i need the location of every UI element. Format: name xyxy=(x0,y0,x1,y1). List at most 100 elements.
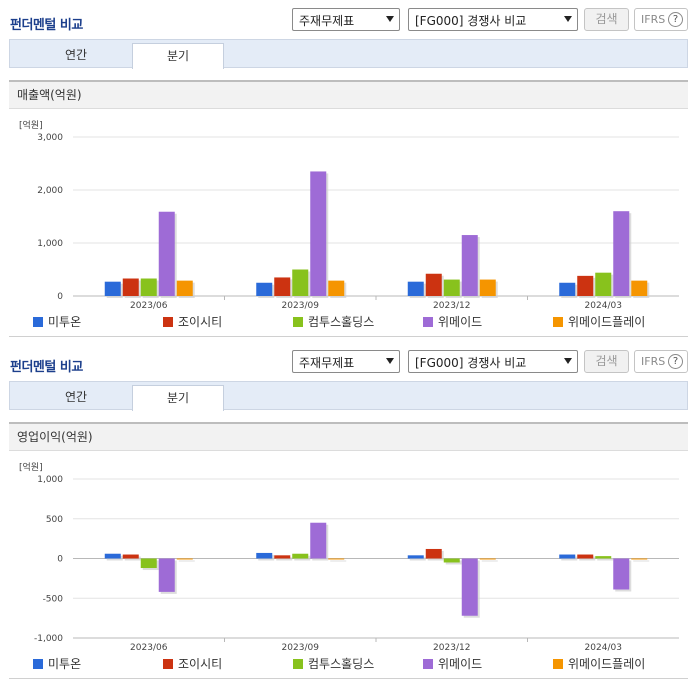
legend-item-com2us-holdings[interactable]: 컴투스홀딩스 xyxy=(293,313,374,330)
bar-com2us-holdings-2024-03 xyxy=(595,272,612,296)
x-tick-label: 2024/03 xyxy=(585,301,622,310)
legend-item-metoon[interactable]: 미투온 xyxy=(33,313,81,330)
bar-shadow xyxy=(633,560,650,562)
legend-item-joycity[interactable]: 조이시티 xyxy=(163,655,222,672)
y-unit-label: [억원] xyxy=(19,461,43,473)
bar-metoon-2024-03 xyxy=(559,554,576,559)
bar-shadow xyxy=(124,556,141,561)
statement-select[interactable]: 주재무제표 xyxy=(292,8,400,31)
compare-group-select[interactable]: [FG000] 경쟁사 비교 xyxy=(408,8,578,31)
bar-metoon-2023-06 xyxy=(104,281,121,296)
panel-title: 펀더멘털 비교 xyxy=(10,360,83,375)
bar-wemade-play-2024-03 xyxy=(631,280,648,296)
x-tick-label: 2023/06 xyxy=(130,643,168,652)
bar-com2us-holdings-2023-06 xyxy=(140,278,157,296)
tab-annual[interactable]: 연간 xyxy=(64,390,88,404)
legend-item-wemade-play[interactable]: 위메이드플레이 xyxy=(553,313,645,330)
bar-metoon-2023-12 xyxy=(407,281,424,296)
bar-wemade-play-2023-12 xyxy=(479,279,496,296)
period-tabs: 연간 분기 xyxy=(9,381,688,411)
legend-item-wemade[interactable]: 위메이드 xyxy=(423,313,482,330)
bar-wemade-2023-06 xyxy=(158,558,175,592)
bar-joycity-2023-06 xyxy=(122,278,139,296)
legend-label: 위메이드 xyxy=(438,315,483,329)
y-tick-label: 500 xyxy=(46,515,63,525)
bar-shadow xyxy=(178,560,195,562)
legend-item-com2us-holdings[interactable]: 컴투스홀딩스 xyxy=(293,655,374,672)
divider xyxy=(9,678,688,679)
bar-shadow xyxy=(409,557,426,561)
fundamental-panel-revenue: 펀더멘털 비교 주재무제표 [FG000] 경쟁사 비교 검색 IFRS ? 연… xyxy=(9,8,688,337)
bar-metoon-2023-06 xyxy=(104,553,121,559)
bar-wemade-2023-12 xyxy=(461,235,478,296)
y-tick-label: 1,000 xyxy=(37,475,63,485)
chevron-down-icon xyxy=(564,16,572,22)
bar-shadow xyxy=(276,557,293,561)
revenue-chart-svg: [억원] 0 1,000 2,000 3,000 2023/06 2023/09 2023/1… xyxy=(19,119,679,310)
bar-shadow xyxy=(445,560,462,565)
statement-select[interactable]: 주재무제표 xyxy=(292,350,400,373)
legend-item-wemade-play[interactable]: 위메이드플레이 xyxy=(553,655,645,672)
statement-select-value: 주재무제표 xyxy=(299,14,355,28)
legend-label: 위메이드플레이 xyxy=(568,315,646,329)
y-tick-label: -1,000 xyxy=(34,634,63,644)
bar-metoon-2023-12 xyxy=(407,555,424,559)
legend-item-wemade[interactable]: 위메이드 xyxy=(423,655,482,672)
ifrs-help-button[interactable]: IFRS ? xyxy=(634,350,688,373)
panel-title: 펀더멘털 비교 xyxy=(10,18,83,33)
legend-swatch xyxy=(163,659,173,669)
bar-wemade-play-2023-06 xyxy=(176,558,193,560)
x-tick-label: 2023/09 xyxy=(282,643,320,652)
ifrs-label: IFRS xyxy=(641,355,666,368)
legend-swatch xyxy=(293,317,303,327)
bar-shadow xyxy=(330,560,347,562)
tab-quarterly[interactable]: 분기 xyxy=(132,385,224,411)
chevron-down-icon xyxy=(386,16,394,22)
bar-joycity-2023-09 xyxy=(274,277,291,296)
fundamental-panel-operating-profit: 펀더멘털 비교 주재무제표 [FG000] 경쟁사 비교 검색 IFRS ? 연… xyxy=(0,342,696,684)
legend-label: 위메이드 xyxy=(438,657,483,671)
bar-joycity-2023-09 xyxy=(274,555,291,559)
legend-item-metoon[interactable]: 미투온 xyxy=(33,655,81,672)
legend-label: 컴투스홀딩스 xyxy=(308,315,375,329)
ifrs-help-button[interactable]: IFRS ? xyxy=(634,8,688,31)
compare-group-select-value: [FG000] 경쟁사 비교 xyxy=(415,14,527,28)
bar-wemade-2023-09 xyxy=(310,522,327,559)
legend-swatch xyxy=(553,659,563,669)
tab-quarterly[interactable]: 분기 xyxy=(132,43,224,69)
y-tick-label: -500 xyxy=(43,594,64,604)
bar-com2us-holdings-2023-09 xyxy=(292,553,309,559)
legend-swatch xyxy=(33,659,43,669)
legend-label: 미투온 xyxy=(48,657,82,671)
bar-wemade-2024-03 xyxy=(613,211,630,296)
bar-metoon-2023-09 xyxy=(256,552,273,559)
bar-com2us-holdings-2023-06 xyxy=(140,558,157,569)
bar-joycity-2023-12 xyxy=(425,273,442,296)
legend-swatch xyxy=(33,317,43,327)
y-tick-label: 0 xyxy=(57,555,63,565)
search-button[interactable]: 검색 xyxy=(584,350,629,373)
compare-group-select[interactable]: [FG000] 경쟁사 비교 xyxy=(408,350,578,373)
help-icon: ? xyxy=(668,12,683,27)
x-tick-label: 2023/09 xyxy=(282,301,320,310)
bar-com2us-holdings-2023-12 xyxy=(443,279,460,296)
operating-profit-chart-svg: [억원] -1,000 -500 0 500 1,000 2023/06 2023/09 202… xyxy=(19,461,679,652)
bar-shadow xyxy=(579,556,596,561)
legend-swatch xyxy=(423,317,433,327)
bar-com2us-holdings-2023-09 xyxy=(292,269,309,296)
legend-label: 미투온 xyxy=(48,315,82,329)
tab-annual[interactable]: 연간 xyxy=(64,48,88,62)
legend-label: 조이시티 xyxy=(178,657,223,671)
statement-select-value: 주재무제표 xyxy=(299,356,355,370)
help-icon: ? xyxy=(668,354,683,369)
x-tick-label: 2024/03 xyxy=(585,643,622,652)
legend-item-joycity[interactable]: 조이시티 xyxy=(163,313,222,330)
legend-swatch xyxy=(423,659,433,669)
bar-shadow xyxy=(481,560,498,562)
bar-metoon-2024-03 xyxy=(559,282,576,296)
divider xyxy=(9,336,688,337)
search-button[interactable]: 검색 xyxy=(584,8,629,31)
legend-swatch xyxy=(293,659,303,669)
bar-metoon-2023-09 xyxy=(256,282,273,296)
y-tick-label: 0 xyxy=(57,292,63,302)
